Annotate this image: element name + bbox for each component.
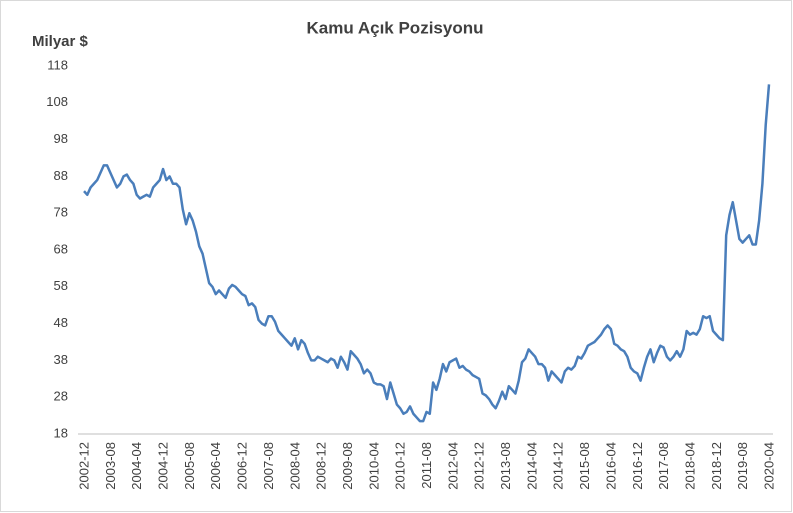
x-tick-label: 2020-04 [762, 442, 777, 490]
x-tick-label: 2012-04 [445, 442, 460, 490]
y-tick-label: 48 [54, 315, 68, 330]
x-tick-label: 2018-12 [709, 442, 724, 490]
y-axis-label: Milyar $ [32, 33, 89, 50]
x-tick-label: 2006-04 [208, 442, 223, 490]
x-tick-label: 2014-04 [524, 442, 539, 490]
y-tick-label: 78 [54, 205, 68, 220]
x-tick-label: 2013-08 [498, 442, 513, 490]
x-tick-label: 2019-08 [735, 442, 750, 490]
y-tick-label: 28 [54, 389, 68, 404]
x-tick-label: 2008-12 [314, 442, 329, 490]
y-tick-label: 118 [47, 57, 68, 72]
x-tick-label: 2018-04 [682, 442, 697, 490]
x-tick-label: 2015-08 [577, 442, 592, 490]
x-tick-label: 2003-08 [103, 442, 118, 490]
data-line [83, 84, 771, 423]
chart-title: Kamu Açık Pozisyonu [307, 18, 484, 37]
x-tick-label: 2009-08 [340, 442, 355, 490]
y-tick-label: 58 [54, 278, 68, 293]
x-tick-label: 2010-04 [366, 442, 381, 490]
x-tick-label: 2011-08 [419, 442, 434, 489]
x-tick-label: 2008-04 [287, 442, 302, 490]
y-tick-label: 108 [46, 94, 68, 109]
y-tick-label: 68 [54, 241, 68, 256]
y-tick-label: 98 [54, 131, 68, 146]
y-tick-label: 88 [54, 168, 68, 183]
x-tick-label: 2017-08 [656, 442, 671, 490]
x-tick-label: 2016-04 [603, 442, 618, 490]
x-tick-label: 2004-04 [129, 442, 144, 490]
x-tick-label: 2005-08 [182, 442, 197, 490]
x-tick-label: 2007-08 [261, 442, 276, 490]
x-tick-label: 2012-12 [472, 442, 487, 490]
y-tick-label: 38 [54, 352, 68, 367]
x-tick-label: 2002-12 [77, 442, 92, 490]
x-tick-label: 2016-12 [630, 442, 645, 490]
y-tick-label: 18 [54, 425, 68, 440]
x-tick-label: 2010-12 [393, 442, 408, 490]
x-tick-label: 2014-12 [551, 442, 566, 490]
x-tick-label: 2004-12 [156, 442, 171, 490]
x-tick-label: 2006-12 [235, 442, 250, 490]
